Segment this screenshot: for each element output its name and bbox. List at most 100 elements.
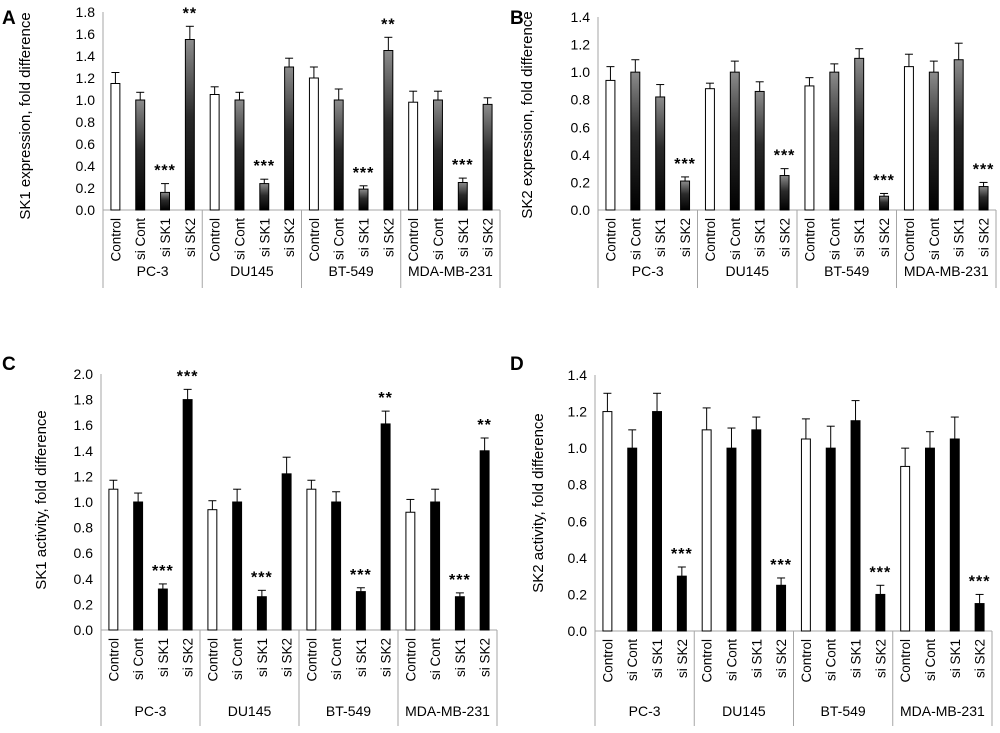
category-label: Control <box>106 638 121 682</box>
category-label: si Cont <box>230 638 245 680</box>
panel-a: A SK1 expression, fold difference 0.0 0.2… <box>2 4 501 288</box>
bar <box>479 450 490 631</box>
bar <box>209 94 220 211</box>
category-label: si Cont <box>923 639 938 681</box>
bar <box>804 85 815 211</box>
bar <box>751 429 762 632</box>
bar <box>903 66 914 211</box>
bar <box>704 88 715 211</box>
group-label: MDA-MB-231 <box>900 703 985 719</box>
y-axis-label: SK2 activity, fold difference <box>530 413 547 593</box>
category-label: si SK2 <box>481 218 496 257</box>
bar <box>259 183 270 211</box>
category-label: Control <box>898 639 913 683</box>
group-label: MDA-MB-231 <box>405 703 490 719</box>
y-axis-label: SK2 expression, fold difference <box>519 11 536 218</box>
category-label: Control <box>603 218 618 262</box>
category-label: Control <box>406 218 421 262</box>
bar <box>232 501 243 631</box>
y-tick-label: 1.0 <box>568 440 588 456</box>
category-label: si Cont <box>625 639 640 681</box>
bar <box>281 473 292 631</box>
significance-label: *** <box>770 557 792 574</box>
category-label: si Cont <box>131 638 146 680</box>
category-label: si SK1 <box>650 639 665 678</box>
bar <box>306 488 317 631</box>
bar <box>701 429 712 632</box>
significance-label: *** <box>774 148 796 165</box>
bar <box>133 501 144 631</box>
panel-letter: A <box>2 8 16 29</box>
y-tick-label: 1.8 <box>76 4 96 20</box>
bar <box>355 591 366 631</box>
bar <box>405 511 416 631</box>
y-tick-label: 1.6 <box>76 26 96 42</box>
bar <box>949 438 960 632</box>
bar <box>184 39 195 211</box>
significance-label: *** <box>253 158 275 175</box>
y-tick-label: 0.0 <box>76 202 96 218</box>
significance-label: *** <box>870 564 892 581</box>
significance-label: *** <box>177 368 199 385</box>
panel-d: D SK2 activity, fold difference 0.0 0.2 0.… <box>510 354 993 726</box>
y-tick-label: 1.4 <box>74 443 94 459</box>
group-label: DU145 <box>230 263 274 279</box>
y-tick-label: 0.6 <box>76 136 96 152</box>
y-tick-label: 0.2 <box>74 596 94 612</box>
bar <box>308 77 319 211</box>
category-label: si SK1 <box>952 218 967 257</box>
bar <box>676 575 687 632</box>
y-tick-label: 0.4 <box>76 158 96 174</box>
bar <box>160 191 170 211</box>
group-label: BT-549 <box>821 703 866 719</box>
category-label: si SK2 <box>183 218 198 257</box>
y-tick-label: 1.4 <box>568 367 588 383</box>
y-axis-label: SK1 expression, fold difference <box>17 12 34 219</box>
y-tick-label: 0.2 <box>76 180 96 196</box>
y-tick-label: 0.6 <box>568 513 588 529</box>
bar <box>875 593 886 632</box>
bar <box>284 66 295 211</box>
significance-label: ** <box>183 5 197 22</box>
panel-letter: B <box>510 8 524 29</box>
category-label: si SK1 <box>453 638 468 677</box>
bar <box>408 101 419 211</box>
y-tick-label: 1.2 <box>74 468 94 484</box>
y-tick-label: 0.8 <box>74 520 94 536</box>
bar <box>333 99 344 211</box>
bar <box>953 59 964 211</box>
bar <box>825 447 836 632</box>
bar <box>383 50 394 211</box>
category-label: si Cont <box>728 218 743 260</box>
category-label: si Cont <box>824 639 839 681</box>
category-label: si Cont <box>827 218 842 260</box>
category-label: si SK1 <box>158 218 173 257</box>
y-tick-label: 0.2 <box>568 586 588 602</box>
significance-label: *** <box>449 572 471 589</box>
group-label: BT-549 <box>329 263 374 279</box>
category-label: Control <box>600 639 615 683</box>
bar <box>182 399 193 631</box>
bar <box>850 420 861 632</box>
bar <box>602 411 613 632</box>
category-label: si SK1 <box>948 639 963 678</box>
y-tick-label: 0.8 <box>568 477 588 493</box>
category-label: si SK2 <box>282 218 297 257</box>
category-label: si Cont <box>724 639 739 681</box>
bar <box>978 186 989 211</box>
category-label: si SK1 <box>653 218 668 257</box>
y-tick-label: 0.4 <box>571 147 591 163</box>
category-label: si SK2 <box>280 638 295 677</box>
panel-b: B SK2 expression, fold difference 0.0 0.2… <box>510 8 997 288</box>
y-tick-label: 0.0 <box>571 202 591 218</box>
y-tick-label: 0.0 <box>568 623 588 639</box>
category-label: si Cont <box>431 218 446 260</box>
bar <box>482 103 493 211</box>
bar <box>627 447 638 632</box>
group-label: PC-3 <box>137 263 169 279</box>
category-label: si Cont <box>428 638 443 680</box>
category-label: si SK2 <box>675 639 690 678</box>
category-label: si SK1 <box>354 638 369 677</box>
category-label: si SK2 <box>379 638 394 677</box>
bar <box>879 195 890 211</box>
